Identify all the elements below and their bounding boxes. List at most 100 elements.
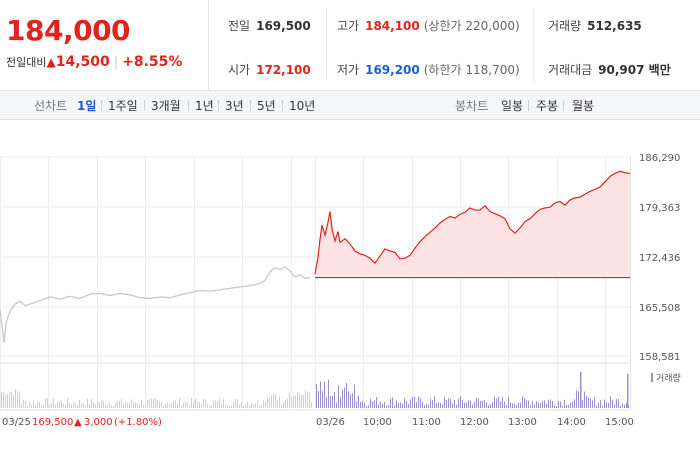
volume-bar — [374, 400, 375, 408]
volume-bar — [424, 405, 425, 408]
volume-bar — [478, 398, 479, 408]
volume-bar — [556, 405, 557, 408]
volume-bar — [253, 404, 254, 408]
volume-bar — [95, 404, 96, 408]
volume-bar — [91, 398, 92, 408]
volume-bar — [87, 398, 88, 408]
tab-monthly-candle[interactable]: 월봉 — [572, 99, 595, 113]
volume-bar — [418, 396, 419, 408]
volume-bar — [5, 395, 6, 408]
tab-3year[interactable]: 3년 — [225, 99, 244, 113]
chart-grid — [0, 156, 631, 411]
y-tick-label: 179,363 — [639, 203, 680, 214]
tab-weekly-candle[interactable]: 주봉 — [536, 99, 559, 113]
volume-bar — [578, 391, 579, 408]
volume-bar — [480, 400, 481, 408]
volume-bar — [189, 405, 190, 408]
volume-bar — [410, 399, 411, 408]
volume-bar — [89, 404, 90, 408]
volume-bar — [358, 395, 359, 408]
volume-bar — [119, 400, 120, 408]
tab-5year[interactable]: 5년 — [257, 99, 276, 113]
price-lines — [0, 170, 631, 344]
tab-daily-candle[interactable]: 일봉 — [501, 99, 524, 113]
volume-bar — [552, 401, 553, 408]
volume-bar — [620, 405, 621, 408]
tab-divider — [250, 100, 251, 111]
volume-bar — [99, 402, 100, 408]
tab-1year[interactable]: 1년 — [195, 99, 214, 113]
tab-3month[interactable]: 3개월 — [151, 99, 181, 113]
volume-bar — [408, 403, 409, 408]
volume-bar — [287, 398, 288, 408]
low-value: 169,200 — [365, 63, 420, 77]
volume-bar — [289, 392, 290, 408]
volume-bar — [386, 405, 387, 408]
volume-bar — [239, 404, 240, 408]
tab-10year[interactable]: 10년 — [289, 99, 316, 113]
volume-bar — [3, 391, 4, 408]
volume-bar — [366, 405, 367, 408]
volume-bar — [245, 403, 246, 408]
x-tick-label: 15:00 — [605, 417, 634, 428]
volume-bar — [117, 400, 118, 408]
volume-bar — [39, 402, 40, 408]
volume-bar — [492, 402, 493, 408]
y-tick-label: 165,508 — [639, 303, 680, 314]
volume-bar — [41, 404, 42, 408]
volume-bar — [494, 396, 495, 408]
volume-bar — [364, 402, 365, 408]
volume-bar — [542, 400, 543, 408]
volume-bar — [606, 402, 607, 408]
volume-bar — [207, 403, 208, 408]
volume-bar — [187, 402, 188, 408]
volume-bar — [354, 384, 355, 408]
volume-bar — [370, 398, 371, 408]
volume-bar — [436, 403, 437, 408]
volume-bar — [612, 400, 613, 408]
volume-bar — [275, 393, 276, 408]
volume-bar — [217, 400, 218, 408]
prev-close-value: 169,500 — [256, 19, 311, 33]
volume-bar — [57, 402, 58, 408]
volume-bar — [249, 405, 250, 408]
line-chart-label: 선차트 — [34, 99, 68, 113]
volume-bar — [297, 391, 298, 408]
volume-bar — [378, 404, 379, 408]
volume-bar — [530, 405, 531, 408]
x-tick-label: 03/26 — [316, 417, 345, 428]
volume-bar — [428, 404, 429, 408]
x-tick-label: 14:00 — [557, 417, 586, 428]
volume-bar — [466, 402, 467, 408]
volume-bar — [512, 403, 513, 408]
volume-bar — [430, 398, 431, 408]
volume-bar — [131, 399, 132, 408]
volume-bar — [109, 402, 110, 408]
volume-bar — [356, 401, 357, 408]
volume-bar — [376, 396, 377, 408]
volume-bar — [498, 396, 499, 408]
volume-bar — [55, 404, 56, 408]
prev-day-rate: (+1.80%) — [114, 417, 162, 428]
volume-bar — [318, 390, 319, 408]
volume-bar — [277, 400, 278, 408]
y-tick-label: 158,581 — [639, 352, 680, 363]
volume-bar — [227, 405, 228, 408]
volume-bar — [73, 401, 74, 408]
volume-bar — [526, 399, 527, 408]
volume-bar — [65, 404, 66, 408]
volume-bar — [506, 405, 507, 408]
tab-1week[interactable]: 1주일 — [108, 99, 138, 113]
volume-bar — [291, 397, 292, 408]
volume-bar — [384, 402, 385, 408]
volume-bar — [159, 400, 160, 408]
volume-bar — [396, 400, 397, 408]
volume-bar — [311, 401, 312, 408]
change-value: 14,500 — [55, 54, 110, 70]
volume-bar — [235, 399, 236, 408]
high-stat: 고가 184,100 (상한가 220,000) — [337, 17, 520, 34]
tab-1day[interactable]: 1일 — [77, 99, 97, 113]
volume-bar — [129, 402, 130, 408]
volume-bar — [574, 399, 575, 408]
volume-bar — [510, 402, 511, 408]
